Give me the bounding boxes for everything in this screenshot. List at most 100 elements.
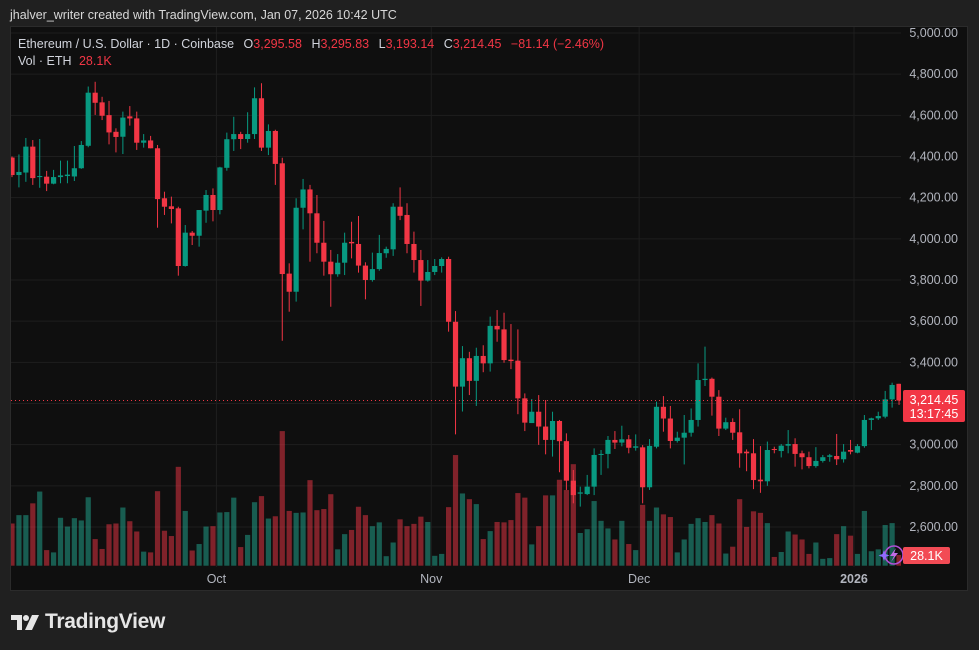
candle-body — [71, 168, 77, 177]
candle — [868, 417, 874, 431]
candle-body — [342, 242, 348, 263]
candle-body — [827, 455, 833, 457]
volume-bar — [154, 491, 161, 566]
candle-body — [78, 144, 84, 169]
candle — [196, 210, 202, 247]
candle — [64, 160, 71, 184]
candle-body — [716, 396, 722, 429]
volume-bar — [792, 534, 798, 566]
candle — [369, 252, 375, 282]
volume-badge-value: 28.1K — [910, 549, 943, 563]
volume-bar — [563, 490, 569, 566]
volume-bar — [106, 524, 112, 566]
volume-bar — [272, 516, 278, 566]
volume-bar — [127, 521, 133, 566]
candle — [404, 203, 410, 254]
candle-body — [64, 174, 71, 177]
candle — [674, 431, 680, 443]
volume-bar — [307, 480, 313, 566]
volume-bar — [265, 518, 272, 566]
candle — [771, 446, 777, 454]
volume-bar — [113, 523, 119, 566]
candle-body — [785, 444, 791, 446]
candle-body — [508, 359, 514, 362]
volume-label[interactable]: Vol · ETH — [18, 54, 72, 68]
candle-body — [473, 355, 479, 381]
candle-body — [646, 445, 653, 488]
volume-bar — [473, 504, 479, 566]
volume-bar — [508, 520, 514, 566]
volume-bar — [286, 510, 292, 566]
candle — [432, 259, 438, 276]
price-tick-label: 4,600.00 — [909, 108, 958, 122]
candle — [834, 433, 840, 466]
candle — [37, 139, 43, 188]
volume-bar — [92, 539, 98, 566]
candle — [785, 430, 791, 454]
candle-body — [875, 416, 881, 419]
candle-body — [820, 457, 826, 461]
candle — [750, 439, 757, 490]
last-price-label: 3,214.45 13:17:45 — [903, 390, 965, 422]
tradingview-logo[interactable]: TradingView — [11, 610, 165, 634]
candle — [626, 434, 632, 454]
volume-bar — [750, 511, 757, 566]
candle — [563, 433, 569, 490]
ohlc-row: Ethereum / U.S. Dollar · 1D · Coinbase O… — [18, 36, 604, 53]
candle — [889, 382, 895, 408]
candle — [168, 196, 174, 224]
candle — [376, 234, 382, 271]
candle — [459, 346, 466, 412]
price-tick-label: 3,000.00 — [909, 438, 958, 452]
candle — [764, 441, 770, 486]
volume-bar — [702, 521, 708, 566]
candle-body — [141, 140, 147, 143]
volume-bar — [418, 516, 424, 566]
candle-body — [99, 102, 105, 116]
time-axis: SepOctNovDec2026 — [207, 572, 868, 586]
candle-body — [452, 321, 459, 387]
candle-body — [667, 418, 673, 441]
candle-body — [737, 432, 743, 454]
candle — [591, 448, 597, 496]
volume-bar — [522, 497, 528, 566]
volume-bar — [99, 548, 105, 566]
candle — [99, 96, 105, 121]
candle-body — [633, 446, 639, 448]
symbol-title[interactable]: Ethereum / U.S. Dollar · 1D · Coinbase — [18, 37, 235, 51]
candle-body — [660, 406, 667, 419]
candle-body — [300, 189, 306, 208]
candle-body — [210, 194, 216, 211]
candle — [342, 232, 348, 276]
candle — [702, 346, 708, 386]
candle-body — [834, 455, 840, 460]
tradingview-logo-icon — [11, 614, 39, 630]
candle — [536, 395, 542, 445]
candle-body — [265, 130, 272, 148]
candle — [681, 415, 687, 465]
candle-body — [154, 148, 161, 200]
candle-body — [321, 242, 327, 262]
volume-bar — [390, 542, 396, 566]
candle-body — [640, 447, 646, 488]
volume-bar — [439, 553, 445, 566]
volume-bar — [362, 515, 369, 566]
candle-body — [369, 269, 375, 280]
candle-body — [106, 115, 112, 133]
volume-bar — [570, 464, 576, 566]
chart-panel[interactable] — [10, 26, 968, 591]
volume-bar — [764, 523, 770, 566]
candle-body — [896, 383, 901, 401]
volume-bar — [633, 550, 639, 566]
volume-bar — [480, 539, 486, 566]
candle — [882, 390, 888, 419]
volume-bar — [85, 497, 91, 566]
volume-row: Vol · ETH 28.1K — [18, 53, 604, 70]
volume-bar — [834, 534, 840, 566]
candle — [279, 157, 285, 341]
candle-body — [85, 92, 91, 146]
candle-body — [335, 262, 341, 275]
candle — [757, 446, 764, 493]
volume-bar — [591, 501, 597, 566]
